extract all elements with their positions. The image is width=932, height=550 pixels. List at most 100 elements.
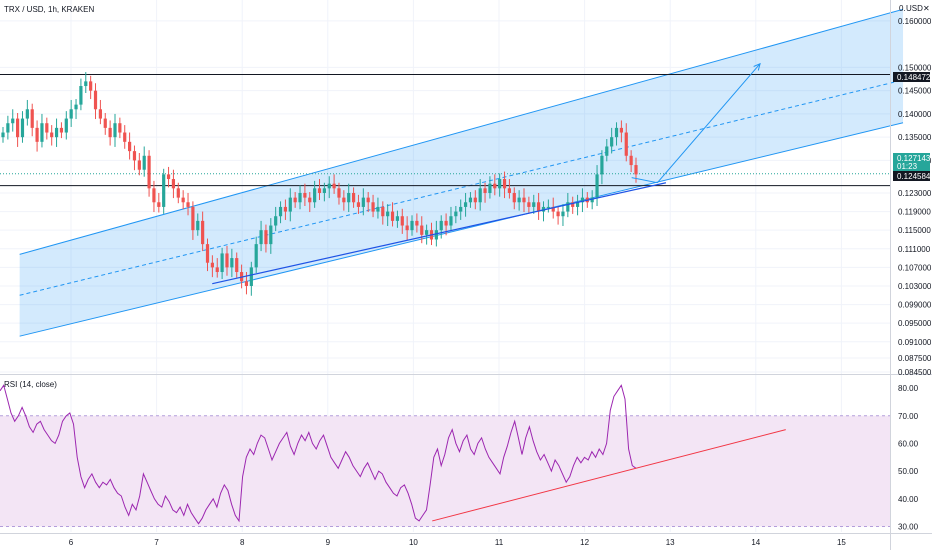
- rsi-tick-label: 30.00: [898, 522, 919, 531]
- candle-body: [454, 211, 458, 217]
- candle-body: [128, 141, 132, 152]
- price-tick-label: 0.140000: [898, 110, 932, 119]
- candle-body: [157, 202, 161, 207]
- candle-body: [371, 202, 375, 212]
- candle-body: [196, 220, 200, 231]
- candle-body: [605, 146, 609, 156]
- candle-body: [308, 197, 312, 203]
- candle-body: [317, 188, 322, 193]
- price-tick-label: 0.084500: [898, 368, 932, 377]
- symbol-title: TRX / USD, 1h, KRAKEN: [4, 5, 94, 14]
- candle-body: [571, 202, 575, 207]
- candle-body: [468, 197, 473, 203]
- candle-body: [415, 220, 419, 226]
- candle-body: [507, 188, 511, 193]
- price-tick-label: 0.087500: [898, 354, 932, 363]
- candle-body: [298, 192, 302, 203]
- price-tick-label: 0.145000: [898, 87, 932, 96]
- candle-body: [20, 118, 25, 138]
- channel-upper-line: [19, 8, 904, 255]
- candle-body: [152, 188, 156, 203]
- drawing-tools[interactable]: [212, 62, 761, 285]
- price-tick-label: 0.150000: [898, 63, 932, 72]
- candle-body: [517, 197, 521, 203]
- candle-body: [546, 206, 550, 208]
- candle-body: [410, 220, 414, 231]
- candle-body: [249, 267, 253, 286]
- candle-body: [566, 202, 570, 212]
- candle-body: [488, 183, 492, 193]
- time-tick-label: 7: [154, 538, 159, 547]
- candle-body: [293, 197, 297, 203]
- price-tick-label: 0.107000: [898, 263, 932, 272]
- candle-body: [283, 206, 288, 212]
- candle-body: [439, 220, 443, 231]
- candle-body: [366, 197, 370, 203]
- candle-body: [162, 174, 166, 207]
- support-price-tag: 0.124584: [893, 171, 931, 181]
- candle-body: [181, 197, 185, 203]
- price-tick-label: 0.160000: [898, 17, 932, 26]
- candle-body: [327, 183, 331, 189]
- candle-body: [463, 202, 468, 207]
- candle-body: [575, 202, 580, 207]
- candle-body: [473, 197, 477, 203]
- candle-body: [600, 155, 604, 175]
- candle-body: [259, 230, 263, 245]
- candle-body: [35, 127, 39, 142]
- resistance-price: 0.148472: [897, 73, 931, 82]
- candle-body: [347, 192, 351, 203]
- regression-channel[interactable]: [19, 8, 904, 337]
- channel-fill: [19, 9, 904, 337]
- candle-body: [25, 109, 29, 119]
- last-price-tag: 0.127143 01:23: [893, 153, 931, 171]
- candle-body: [113, 123, 117, 138]
- candle-body: [142, 155, 146, 170]
- candle-body: [361, 197, 365, 207]
- candle-body: [30, 109, 34, 128]
- candle-body: [527, 202, 531, 207]
- candle-body: [337, 188, 341, 198]
- price-tick-label: 0.115000: [898, 226, 931, 235]
- close-icon[interactable]: ✕: [923, 4, 930, 13]
- candle-body: [502, 179, 507, 189]
- candle-body: [400, 216, 404, 226]
- countdown: 01:23: [897, 162, 918, 171]
- time-tick-label: 9: [326, 538, 331, 547]
- candle-body: [64, 118, 68, 133]
- candle-body: [132, 151, 137, 161]
- candle-body: [244, 281, 249, 286]
- time-tick-label: 11: [495, 538, 504, 547]
- candle-body: [532, 202, 536, 207]
- rsi-tick-label: 40.00: [898, 495, 919, 504]
- rsi-title: RSI (14, close): [4, 380, 57, 389]
- candle-body: [556, 211, 560, 217]
- candle-body: [6, 123, 10, 133]
- candle-body: [405, 225, 409, 231]
- candle-body: [634, 165, 638, 175]
- support-price: 0.124584: [897, 172, 931, 181]
- candle-body: [274, 216, 278, 226]
- candle-body: [537, 202, 541, 212]
- candle-body: [610, 137, 614, 147]
- last-price: 0.127143: [897, 154, 931, 163]
- currency-menu-icon[interactable]: 0.: [899, 4, 906, 13]
- candle-body: [123, 132, 127, 142]
- candle-body: [351, 192, 356, 203]
- candle-body: [225, 253, 229, 268]
- candle-body: [434, 230, 438, 240]
- candle-body: [205, 244, 210, 263]
- price-tick-label: 0.091000: [898, 338, 932, 347]
- candle-body: [220, 253, 224, 273]
- candle-body: [278, 206, 283, 217]
- candle-body: [89, 81, 93, 91]
- candle-body: [40, 123, 44, 142]
- candle-body: [59, 127, 64, 133]
- time-tick-label: 6: [69, 538, 74, 547]
- candle-body: [332, 183, 336, 189]
- candle-body: [93, 90, 98, 110]
- price-tick-label: 0.111000: [898, 245, 931, 254]
- candle-body: [254, 244, 258, 268]
